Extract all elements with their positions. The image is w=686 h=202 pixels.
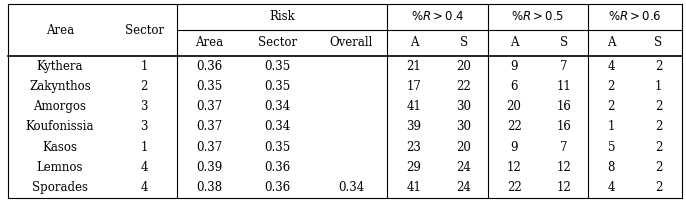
Text: Kasos: Kasos bbox=[43, 141, 78, 154]
Text: 21: 21 bbox=[407, 60, 421, 73]
Text: 3: 3 bbox=[141, 121, 148, 134]
Text: 24: 24 bbox=[457, 181, 471, 194]
Text: 3: 3 bbox=[141, 100, 148, 113]
Text: Area: Area bbox=[46, 23, 74, 37]
Text: 39: 39 bbox=[406, 121, 421, 134]
Text: 4: 4 bbox=[608, 181, 615, 194]
Text: 2: 2 bbox=[654, 121, 662, 134]
Text: 4: 4 bbox=[141, 161, 148, 174]
Text: S: S bbox=[560, 37, 568, 49]
Text: 7: 7 bbox=[560, 60, 568, 73]
Text: 1: 1 bbox=[141, 60, 147, 73]
Text: 0.37: 0.37 bbox=[196, 141, 222, 154]
Text: 20: 20 bbox=[457, 60, 471, 73]
Text: S: S bbox=[654, 37, 663, 49]
Text: 2: 2 bbox=[654, 100, 662, 113]
Text: 0.36: 0.36 bbox=[196, 60, 222, 73]
Text: 0.35: 0.35 bbox=[265, 60, 291, 73]
Text: Sporades: Sporades bbox=[32, 181, 88, 194]
Text: 20: 20 bbox=[507, 100, 521, 113]
Text: 6: 6 bbox=[510, 80, 518, 93]
Text: 22: 22 bbox=[507, 181, 521, 194]
Text: 4: 4 bbox=[608, 60, 615, 73]
Text: Sector: Sector bbox=[125, 23, 164, 37]
Text: A: A bbox=[607, 37, 615, 49]
Text: 2: 2 bbox=[654, 161, 662, 174]
Text: 1: 1 bbox=[608, 121, 615, 134]
Text: 16: 16 bbox=[557, 100, 571, 113]
Text: 4: 4 bbox=[141, 181, 148, 194]
Text: 0.34: 0.34 bbox=[338, 181, 364, 194]
Text: 41: 41 bbox=[407, 100, 421, 113]
Text: 41: 41 bbox=[407, 181, 421, 194]
Text: 0.35: 0.35 bbox=[265, 80, 291, 93]
Text: Amorgos: Amorgos bbox=[34, 100, 86, 113]
Text: Area: Area bbox=[195, 37, 223, 49]
Text: 20: 20 bbox=[457, 141, 471, 154]
Text: Sector: Sector bbox=[258, 37, 298, 49]
Text: 12: 12 bbox=[557, 181, 571, 194]
Text: S: S bbox=[460, 37, 468, 49]
Text: $\%R > 0.4$: $\%R > 0.4$ bbox=[411, 11, 464, 23]
Text: 1: 1 bbox=[654, 80, 662, 93]
Text: $\%R > 0.6$: $\%R > 0.6$ bbox=[608, 11, 662, 23]
Text: 9: 9 bbox=[510, 60, 518, 73]
Text: 2: 2 bbox=[608, 100, 615, 113]
Text: $\%R > 0.5$: $\%R > 0.5$ bbox=[511, 11, 565, 23]
Text: 12: 12 bbox=[557, 161, 571, 174]
Text: 22: 22 bbox=[507, 121, 521, 134]
Text: 1: 1 bbox=[141, 141, 147, 154]
Text: 0.35: 0.35 bbox=[265, 141, 291, 154]
Text: 7: 7 bbox=[560, 141, 568, 154]
Text: 24: 24 bbox=[457, 161, 471, 174]
Text: 0.34: 0.34 bbox=[265, 121, 291, 134]
Text: 8: 8 bbox=[608, 161, 615, 174]
Text: 30: 30 bbox=[456, 100, 471, 113]
Text: 11: 11 bbox=[557, 80, 571, 93]
Text: 2: 2 bbox=[608, 80, 615, 93]
Text: 29: 29 bbox=[407, 161, 421, 174]
Text: 12: 12 bbox=[507, 161, 521, 174]
Text: 0.38: 0.38 bbox=[196, 181, 222, 194]
Text: 0.39: 0.39 bbox=[196, 161, 222, 174]
Text: Zakynthos: Zakynthos bbox=[29, 80, 91, 93]
Text: 0.36: 0.36 bbox=[265, 181, 291, 194]
Text: 0.36: 0.36 bbox=[265, 161, 291, 174]
Text: Overall: Overall bbox=[329, 37, 372, 49]
Text: 5: 5 bbox=[608, 141, 615, 154]
Text: Kythera: Kythera bbox=[36, 60, 83, 73]
Text: Risk: Risk bbox=[269, 11, 295, 23]
Text: 2: 2 bbox=[654, 181, 662, 194]
Text: 0.37: 0.37 bbox=[196, 121, 222, 134]
Text: A: A bbox=[410, 37, 418, 49]
Text: 0.34: 0.34 bbox=[265, 100, 291, 113]
Text: 0.37: 0.37 bbox=[196, 100, 222, 113]
Text: Koufonissia: Koufonissia bbox=[25, 121, 94, 134]
Text: 2: 2 bbox=[654, 60, 662, 73]
Text: 2: 2 bbox=[654, 141, 662, 154]
Text: 22: 22 bbox=[457, 80, 471, 93]
Text: A: A bbox=[510, 37, 519, 49]
Text: 17: 17 bbox=[407, 80, 421, 93]
Text: 2: 2 bbox=[141, 80, 147, 93]
Text: 16: 16 bbox=[557, 121, 571, 134]
Text: 0.35: 0.35 bbox=[196, 80, 222, 93]
Text: Lemnos: Lemnos bbox=[36, 161, 83, 174]
Text: 23: 23 bbox=[407, 141, 421, 154]
Text: 30: 30 bbox=[456, 121, 471, 134]
Text: 9: 9 bbox=[510, 141, 518, 154]
